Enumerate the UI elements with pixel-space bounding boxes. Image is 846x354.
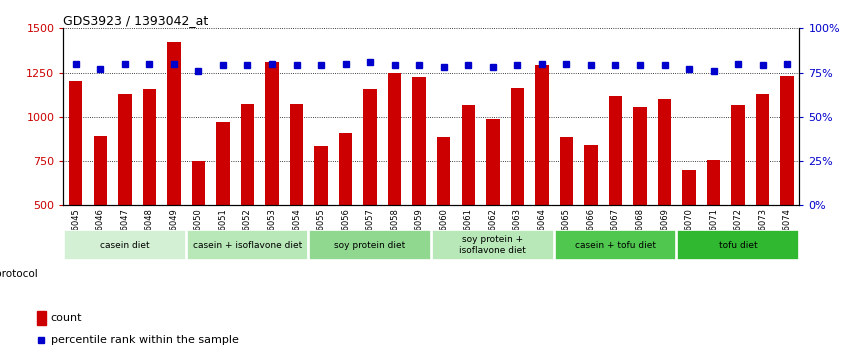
Bar [187, 230, 308, 260]
Bar [241, 104, 254, 205]
Bar [462, 105, 475, 205]
Bar [310, 230, 431, 260]
Bar [118, 94, 131, 205]
Bar [437, 137, 450, 205]
Bar [192, 161, 205, 205]
Text: protocol: protocol [0, 269, 37, 279]
Bar [511, 88, 524, 205]
Bar [658, 99, 671, 205]
Bar [64, 230, 185, 260]
Text: GDS3923 / 1393042_at: GDS3923 / 1393042_at [63, 14, 209, 27]
Bar [315, 146, 327, 205]
Bar [413, 77, 426, 205]
Bar [290, 104, 303, 205]
Text: count: count [51, 313, 82, 323]
Bar [634, 107, 646, 205]
Bar [339, 133, 352, 205]
Bar [364, 90, 376, 205]
Text: casein diet: casein diet [100, 241, 150, 250]
Bar [678, 230, 799, 260]
Text: percentile rank within the sample: percentile rank within the sample [51, 335, 239, 346]
Bar [707, 160, 720, 205]
Bar [432, 230, 553, 260]
Bar [143, 88, 156, 205]
Bar [560, 137, 573, 205]
Bar [388, 73, 401, 205]
Text: tofu diet: tofu diet [719, 241, 757, 250]
Bar [486, 119, 499, 205]
Text: soy protein +
isoflavone diet: soy protein + isoflavone diet [459, 235, 526, 255]
Bar [585, 145, 597, 205]
Bar [781, 76, 794, 205]
Bar [683, 170, 695, 205]
Bar [536, 65, 548, 205]
Text: casein + isoflavone diet: casein + isoflavone diet [193, 241, 302, 250]
Bar [69, 81, 82, 205]
Text: soy protein diet: soy protein diet [334, 241, 406, 250]
Bar [555, 230, 676, 260]
Text: casein + tofu diet: casein + tofu diet [575, 241, 656, 250]
Bar [168, 42, 180, 205]
Bar [732, 105, 744, 205]
Bar [266, 62, 278, 205]
Bar [217, 122, 229, 205]
Bar [756, 94, 769, 205]
Bar [94, 136, 107, 205]
Bar [609, 96, 622, 205]
Bar [37, 312, 46, 325]
